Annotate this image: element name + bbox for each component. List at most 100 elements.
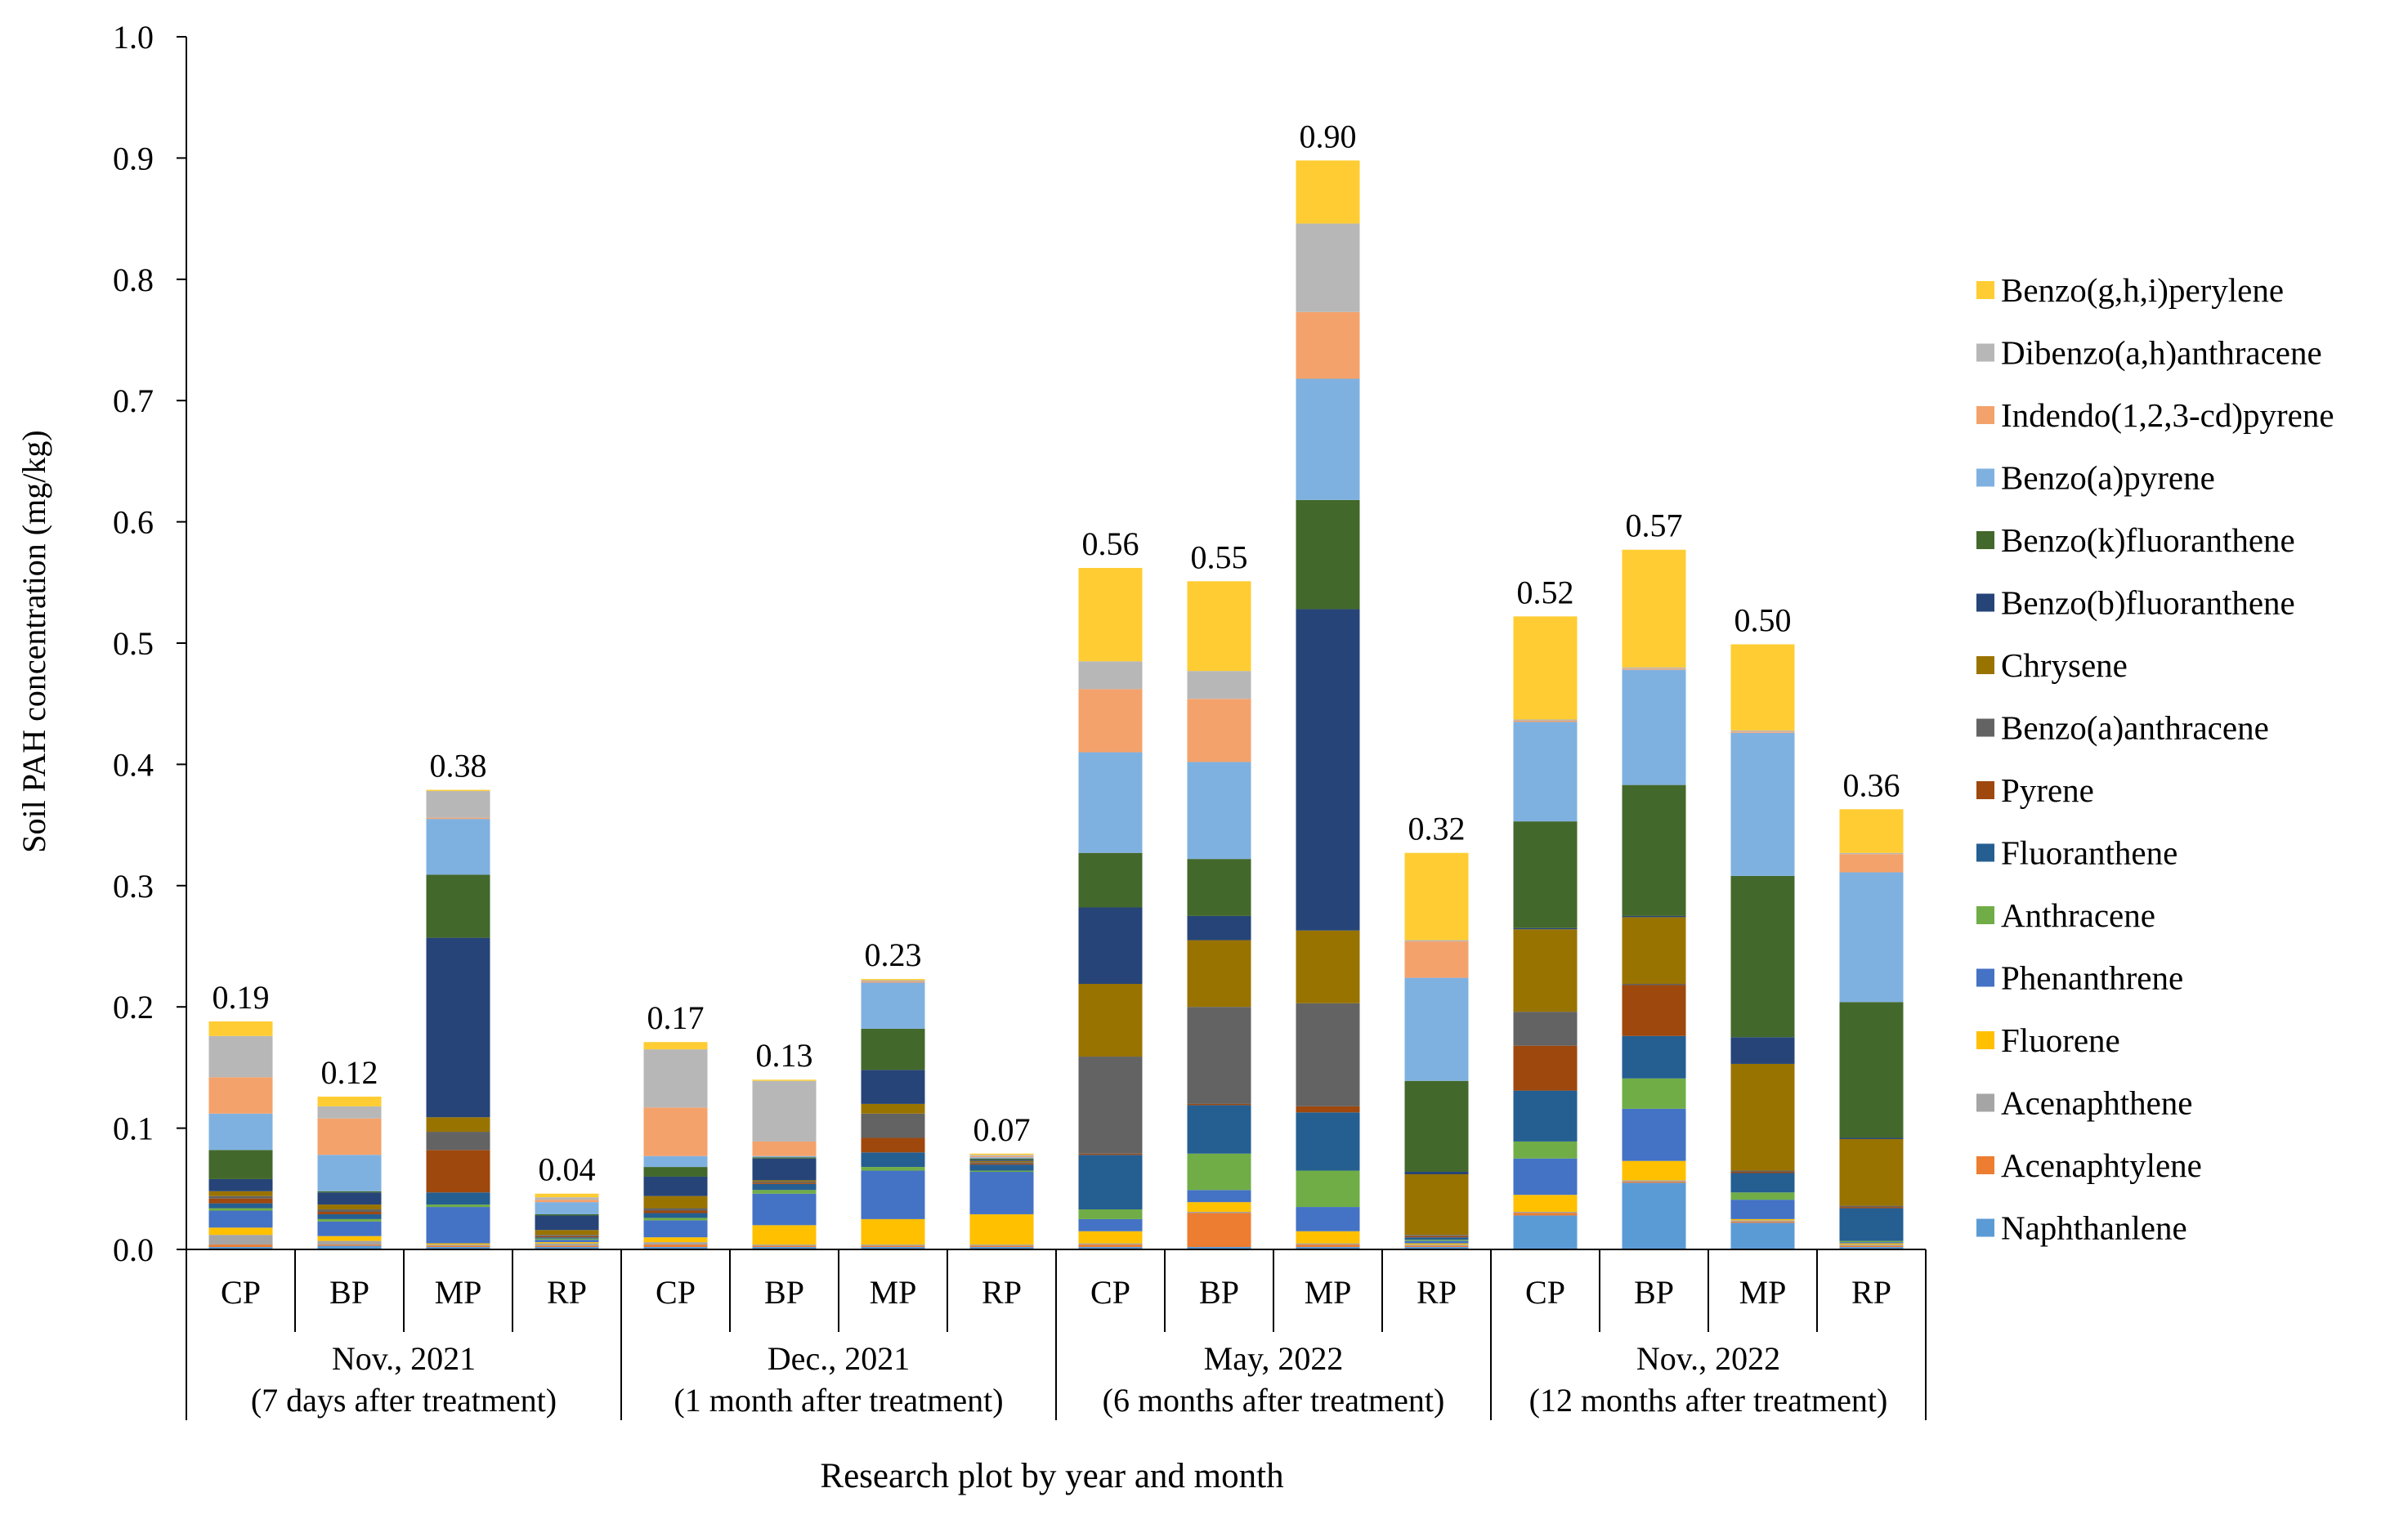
bar-segment-acenaphtylene-7 (861, 1245, 925, 1248)
bar-segment-benzo-a-pyrene-13 (1513, 722, 1578, 822)
bar-segment-anthracene-7 (861, 1167, 925, 1171)
bar-segment-chrysene-6 (752, 1180, 817, 1182)
bar-segment-benzo-b-fluoranthene-13 (1513, 927, 1578, 930)
bar-segment-naphthanlene-2 (317, 1245, 382, 1249)
bar-segment-indendo-1-2-3-cd-pyrene-1 (208, 1077, 273, 1114)
y-tick-label: 0.5 (113, 625, 154, 662)
bar-segment-benzo-a-pyrene-8 (969, 1157, 1034, 1159)
legend-label-indendo-1-2-3-cd-pyrene: Indendo(1,2,3-cd)pyrene (2001, 396, 2334, 434)
bar-segment-phenanthrene-14 (1622, 1108, 1686, 1161)
legend-label-benzo-a-anthracene: Benzo(a)anthracene (2001, 709, 2269, 747)
y-tick-label: 0.7 (113, 382, 154, 419)
bar-segment-benzo-a-pyrene-11 (1296, 378, 1360, 500)
bar-segment-acenaphtylene-3 (426, 1245, 490, 1248)
legend-label-dibenzo-a-h-anthracene: Dibenzo(a,h)anthracene (2001, 334, 2322, 372)
legend-swatch-acenaphtylene (1976, 1156, 1994, 1174)
bar-segment-anthracene-15 (1730, 1192, 1795, 1200)
bar-segment-benzo-g-h-i-perylene-8 (969, 1153, 1034, 1155)
bar-segment-dibenzo-a-h-anthracene-3 (426, 791, 490, 818)
bar-segment-benzo-b-fluoranthene-15 (1730, 1037, 1795, 1064)
group-label-line2: (1 month after treatment) (674, 1382, 1003, 1419)
bar-segment-acenaphtylene-11 (1296, 1245, 1360, 1248)
bar-segment-chrysene-3 (426, 1117, 490, 1133)
bar-segment-anthracene-3 (426, 1204, 490, 1208)
bar-segment-benzo-b-fluoranthene-1 (208, 1178, 273, 1191)
bar-segment-benzo-g-h-i-perylene-12 (1404, 852, 1469, 941)
bar-segment-pyrene-10 (1187, 1103, 1251, 1106)
bar-segment-naphthanlene-9 (1078, 1247, 1143, 1249)
bar-segment-benzo-a-pyrene-2 (317, 1155, 382, 1191)
bar-segment-benzo-g-h-i-perylene-1 (208, 1021, 273, 1036)
bar-segment-benzo-a-anthracene-14 (1622, 984, 1686, 985)
bar-segment-phenanthrene-2 (317, 1221, 382, 1236)
bar-segment-dibenzo-a-h-anthracene-2 (317, 1106, 382, 1119)
bar-segment-dibenzo-a-h-anthracene-1 (208, 1035, 273, 1078)
bar-segment-naphthanlene-1 (208, 1247, 273, 1249)
bar-segment-indendo-1-2-3-cd-pyrene-3 (426, 817, 490, 820)
bar-segment-chrysene-15 (1730, 1063, 1795, 1171)
bar-segment-fluorene-11 (1296, 1231, 1360, 1244)
bar-segment-phenanthrene-6 (752, 1193, 817, 1226)
category-label: RP (982, 1274, 1022, 1311)
group-label-line1: Dec., 2021 (768, 1340, 910, 1377)
bar-segment-pyrene-5 (643, 1210, 708, 1213)
bar-segment-benzo-a-pyrene-9 (1078, 752, 1143, 853)
bar-segment-benzo-b-fluoranthene-5 (643, 1176, 708, 1196)
bar-segment-chrysene-5 (643, 1195, 708, 1209)
bar-segment-dibenzo-a-h-anthracene-13 (1513, 719, 1578, 721)
category-label: MP (1739, 1274, 1787, 1311)
bar-segment-phenanthrene-13 (1513, 1158, 1578, 1195)
bar-segment-anthracene-6 (752, 1190, 817, 1194)
bar-segment-benzo-b-fluoranthene-14 (1622, 915, 1686, 918)
x-axis-labels: CP BP MP RP CP BP MP RP CP BP MP RP CP BP MP RP Nov., 20… (221, 1274, 1891, 1419)
bar-segment-anthracene-10 (1187, 1153, 1251, 1191)
bar-segment-naphthanlene-16 (1839, 1247, 1904, 1249)
total-label: 0.23 (865, 936, 922, 973)
legend-swatch-chrysene (1976, 656, 1994, 674)
bar-segment-fluorene-5 (643, 1237, 708, 1243)
bar-segment-acenaphtylene-16 (1839, 1245, 1904, 1248)
y-tick-label: 0.4 (113, 746, 154, 783)
bar-segment-benzo-k-fluoranthene-9 (1078, 852, 1143, 908)
bar-segment-chrysene-12 (1404, 1173, 1469, 1236)
bar-segment-pyrene-1 (208, 1198, 273, 1204)
bar-segment-acenaphtylene-5 (643, 1245, 708, 1248)
bar-segment-pyrene-16 (1839, 1207, 1904, 1209)
bar-segment-naphthanlene-8 (969, 1247, 1034, 1249)
legend-label-naphthanlene: Naphthanlene (2001, 1209, 2187, 1247)
bar-segment-benzo-g-h-i-perylene-15 (1730, 644, 1795, 731)
legend-label-fluoranthene: Fluoranthene (2001, 834, 2177, 872)
bar-segment-fluorene-13 (1513, 1195, 1578, 1212)
legend-label-benzo-b-fluoranthene: Benzo(b)fluoranthene (2001, 584, 2295, 622)
bar-segment-dibenzo-a-h-anthracene-4 (535, 1197, 599, 1200)
total-label: 0.04 (539, 1151, 596, 1188)
bar-segment-benzo-a-anthracene-11 (1296, 1003, 1360, 1106)
bar-segment-fluoranthene-11 (1296, 1112, 1360, 1171)
total-label: 0.38 (430, 748, 487, 784)
bar-segment-fluorene-1 (208, 1227, 273, 1236)
total-label: 0.90 (1300, 118, 1357, 154)
bar-segment-benzo-k-fluoranthene-1 (208, 1150, 273, 1179)
bar-segment-indendo-1-2-3-cd-pyrene-15 (1730, 731, 1795, 733)
total-label: 0.57 (1626, 507, 1683, 544)
bar-segment-acenaphthene-5 (643, 1242, 708, 1245)
bar-segment-fluorene-14 (1622, 1160, 1686, 1181)
y-tick-label: 0.3 (113, 868, 154, 905)
total-label: 0.07 (973, 1111, 1031, 1148)
bar-segment-anthracene-4 (535, 1238, 599, 1240)
y-tick-label: 1.0 (113, 19, 154, 56)
bar-segment-fluoranthene-9 (1078, 1155, 1143, 1210)
bar-segment-dibenzo-a-h-anthracene-9 (1078, 661, 1143, 690)
bar-segment-acenaphthene-2 (317, 1240, 382, 1245)
bar-segment-chrysene-10 (1187, 940, 1251, 1008)
bar-segment-benzo-g-h-i-perylene-7 (861, 979, 925, 981)
bar-segment-dibenzo-a-h-anthracene-10 (1187, 671, 1251, 699)
bar-segment-fluoranthene-3 (426, 1192, 490, 1205)
bar-segment-phenanthrene-7 (861, 1170, 925, 1219)
bar-segment-anthracene-2 (317, 1218, 382, 1222)
bar-segment-benzo-b-fluoranthene-11 (1296, 609, 1360, 931)
bar-segment-indendo-1-2-3-cd-pyrene-2 (317, 1118, 382, 1155)
bar-segment-anthracene-8 (969, 1170, 1034, 1173)
bar-segment-benzo-a-anthracene-16 (1839, 1205, 1904, 1208)
bar-segment-naphthanlene-15 (1730, 1222, 1795, 1249)
